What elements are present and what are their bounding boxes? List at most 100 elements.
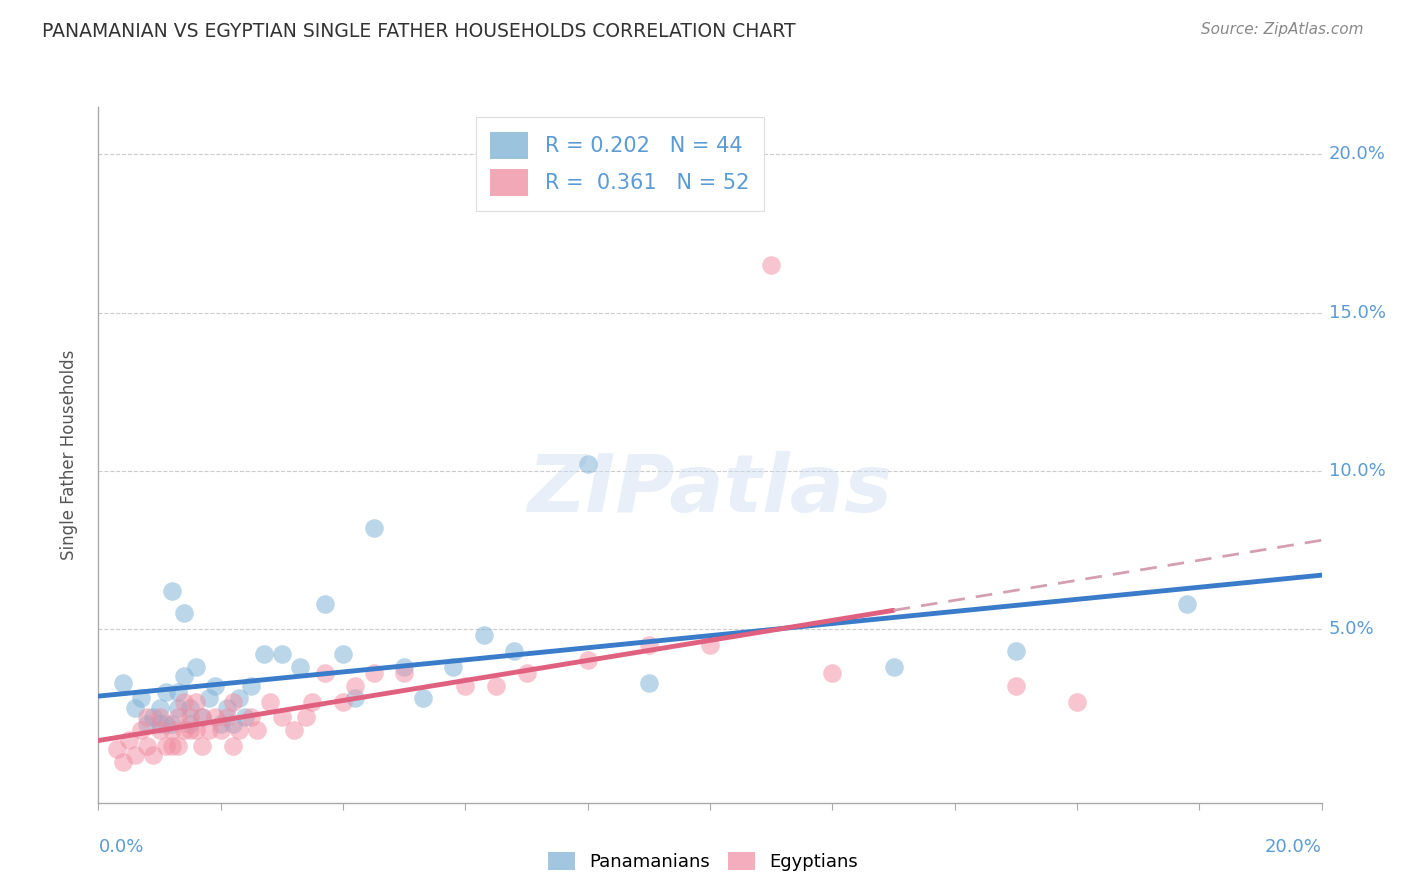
Point [215,710,238,724]
Point [186,660,208,674]
Point [759,258,782,272]
Point [105,742,128,756]
Point [167,685,190,699]
Point [155,685,177,699]
Point [485,679,508,693]
Point [197,691,219,706]
Point [173,606,195,620]
Point [240,710,263,724]
Point [197,723,219,737]
Point [179,716,201,731]
Point [1175,597,1198,611]
Point [392,666,416,681]
Point [155,716,177,731]
Point [222,739,245,753]
Point [222,716,245,731]
Point [228,723,250,737]
Point [209,723,232,737]
Point [118,732,141,747]
Point [412,691,434,706]
Point [301,695,323,709]
Point [821,666,844,681]
Point [160,723,183,737]
Point [167,739,190,753]
Point [454,679,477,693]
Point [215,701,238,715]
Point [240,679,263,693]
Point [290,660,312,674]
Point [136,739,159,753]
Point [344,679,367,693]
Point [1004,644,1026,658]
Point [160,739,183,753]
Text: 5.0%: 5.0% [1329,620,1374,638]
Point [441,660,464,674]
Point [149,723,172,737]
Point [124,701,146,715]
Point [503,644,526,658]
Point [111,675,134,690]
Point [314,666,336,681]
Point [136,710,159,724]
Point [344,691,367,706]
Point [883,660,905,674]
Point [1066,695,1088,709]
Point [173,695,195,709]
Legend: Panamanians, Egyptians: Panamanians, Egyptians [540,845,866,879]
Point [191,739,214,753]
Text: 20.0%: 20.0% [1329,145,1385,163]
Point [363,521,385,535]
Point [270,710,292,724]
Point [129,723,152,737]
Point [142,748,165,763]
Point [699,638,721,652]
Point [149,716,172,731]
Point [1004,679,1026,693]
Text: ZIPatlas: ZIPatlas [527,450,893,529]
Point [233,710,256,724]
Point [392,660,416,674]
Point [295,710,318,724]
Point [332,695,354,709]
Point [363,666,385,681]
Point [516,666,538,681]
Point [246,723,269,737]
Point [637,675,661,690]
Point [179,710,201,724]
Point [222,695,245,709]
Point [186,695,208,709]
Point [179,723,201,737]
Point [204,710,226,724]
Point [167,710,190,724]
Point [228,691,250,706]
Point [179,701,201,715]
Point [155,739,177,753]
Text: 10.0%: 10.0% [1329,462,1385,480]
Point [637,638,661,652]
Text: Source: ZipAtlas.com: Source: ZipAtlas.com [1201,22,1364,37]
Point [259,695,281,709]
Point [314,597,336,611]
Point [167,701,190,715]
Point [149,710,172,724]
Point [111,755,134,769]
Text: PANAMANIAN VS EGYPTIAN SINGLE FATHER HOUSEHOLDS CORRELATION CHART: PANAMANIAN VS EGYPTIAN SINGLE FATHER HOU… [42,22,796,41]
Point [332,647,354,661]
Point [252,647,274,661]
Text: 0.0%: 0.0% [98,838,143,856]
Point [136,716,159,731]
Point [129,691,152,706]
Point [142,710,165,724]
Point [191,710,214,724]
Text: 20.0%: 20.0% [1265,838,1322,856]
Point [160,583,183,598]
Point [149,701,172,715]
Point [283,723,305,737]
Point [173,723,195,737]
Point [576,458,599,472]
Point [204,679,226,693]
Point [191,710,214,724]
Point [173,669,195,683]
Point [576,653,599,667]
Point [124,748,146,763]
